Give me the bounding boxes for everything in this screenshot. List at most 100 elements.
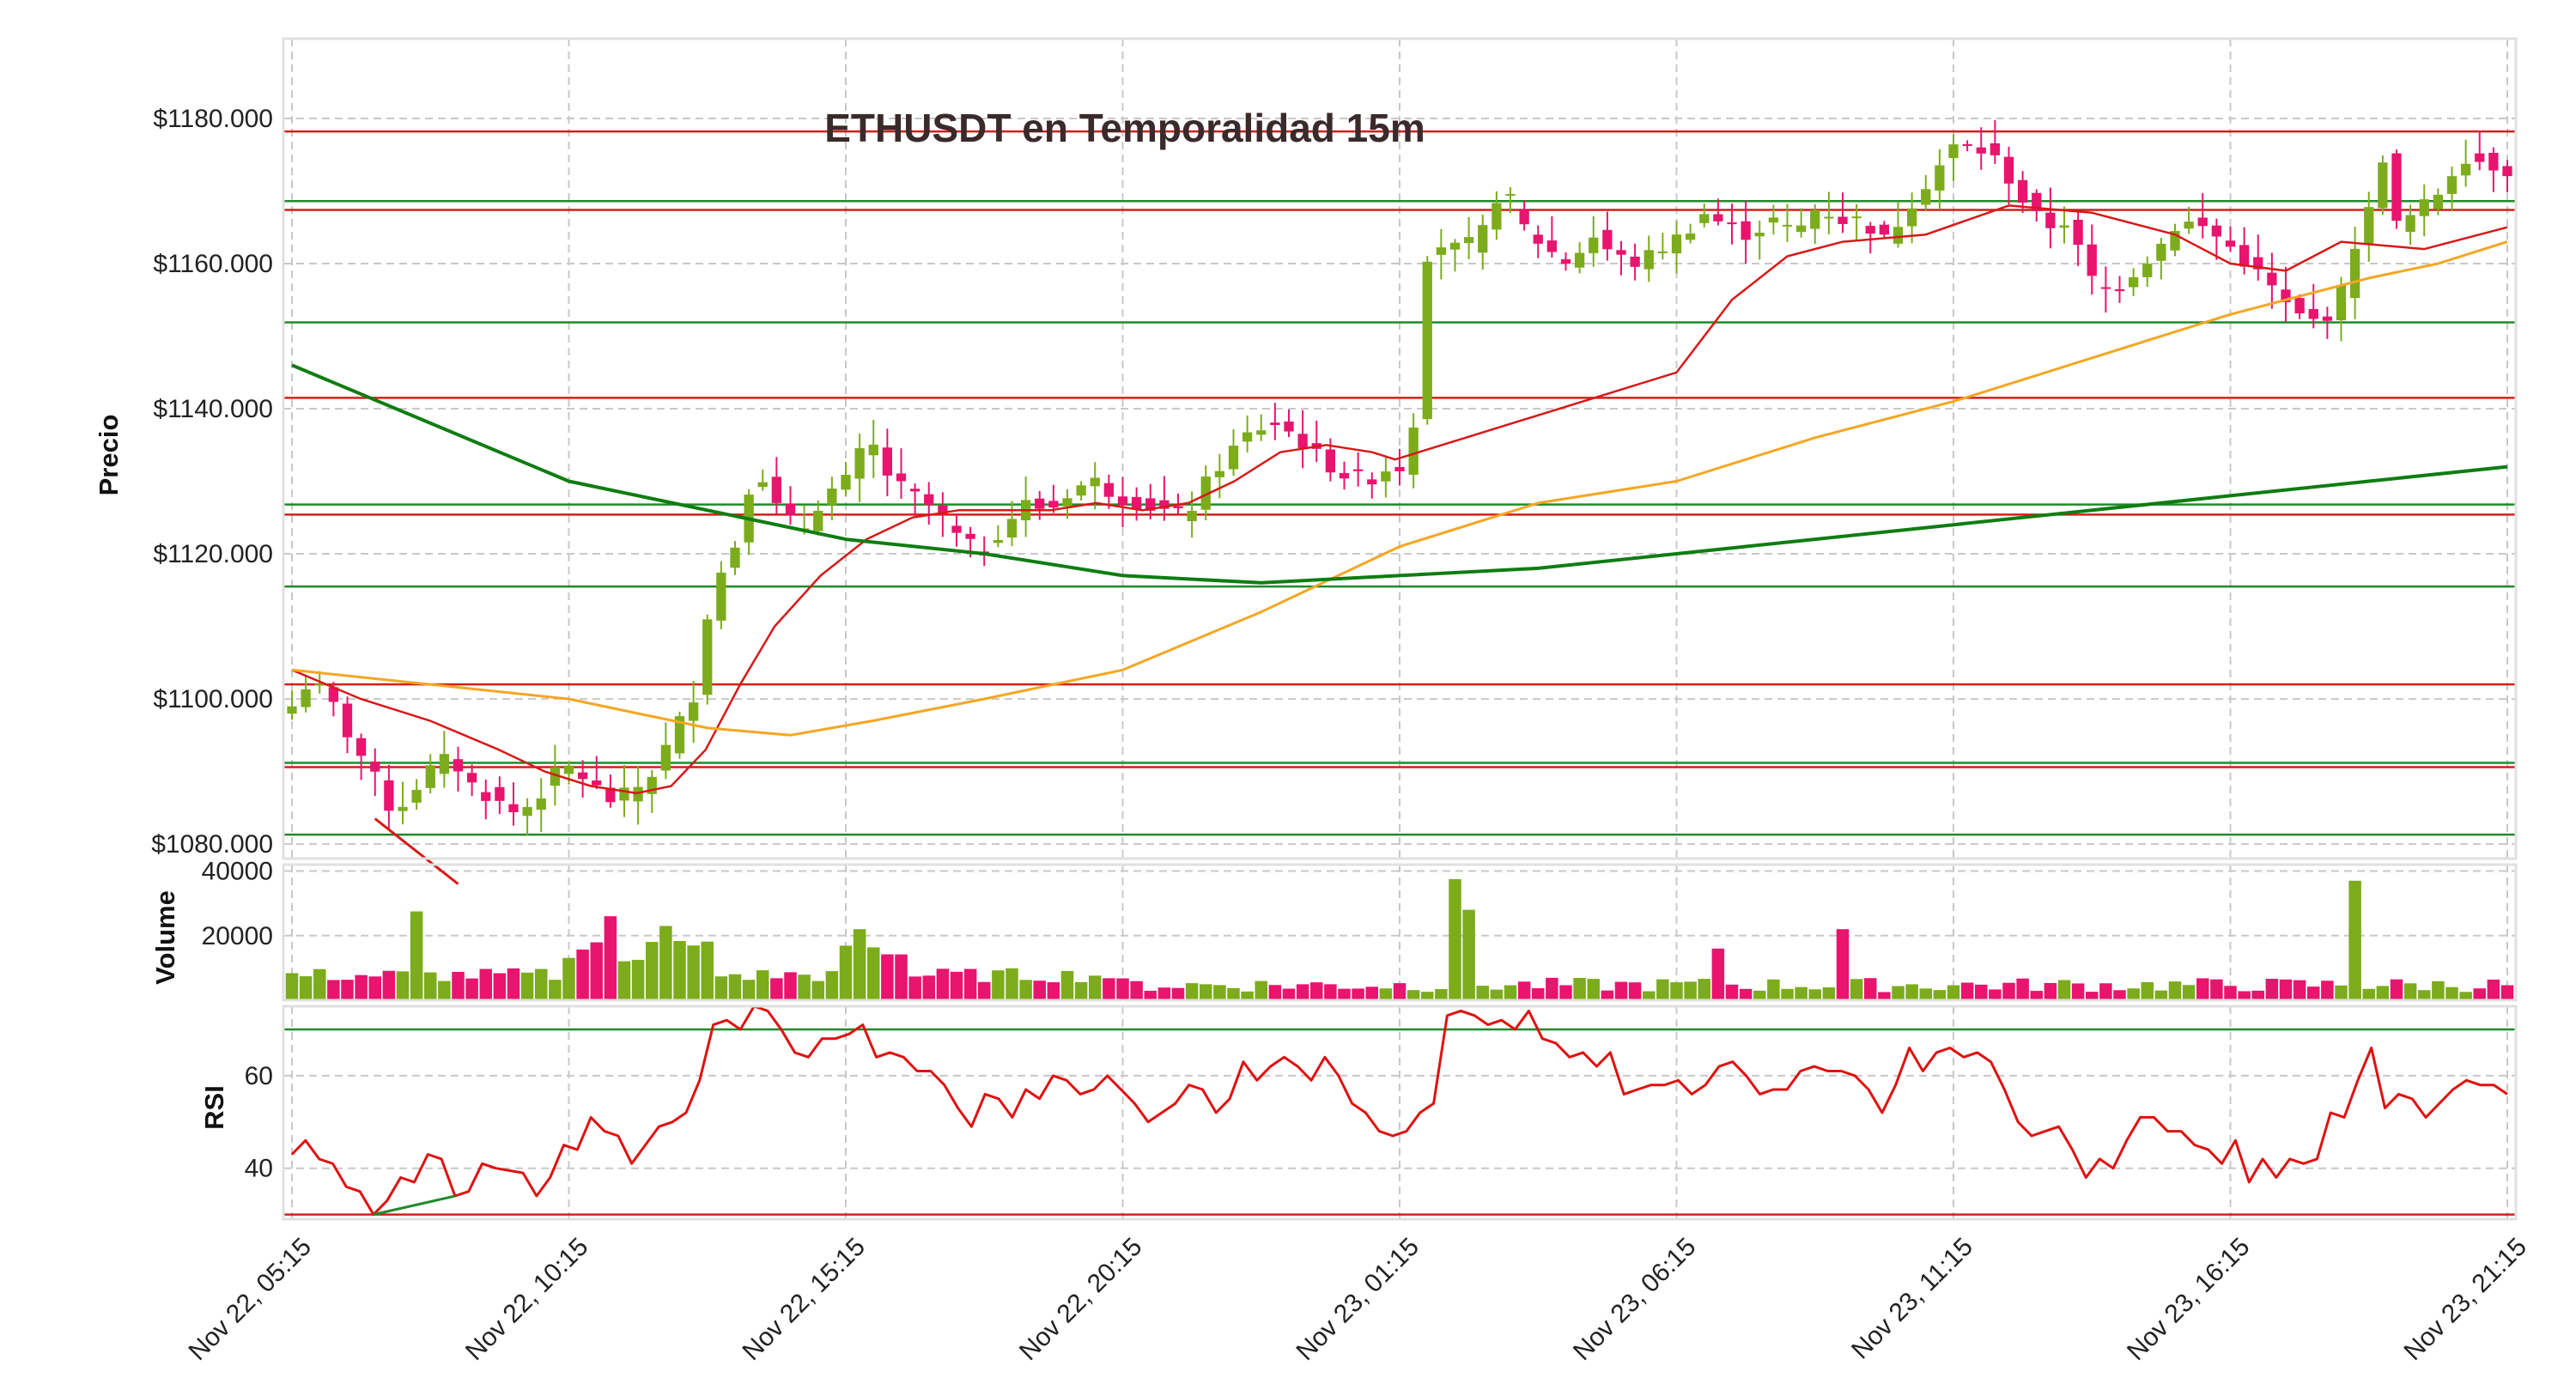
volume-bar — [2293, 980, 2306, 1000]
volume-bar — [2196, 978, 2209, 1000]
volume-bar — [368, 976, 382, 1000]
volume-tick-label: 20000 — [202, 922, 273, 950]
candle-body — [1810, 209, 1820, 229]
candle-body — [2114, 288, 2125, 292]
volume-bar — [2321, 980, 2334, 1000]
volume-bar — [576, 949, 589, 1000]
volume-bar — [1601, 990, 1614, 1000]
candle-body — [495, 786, 505, 801]
volume-bar — [1546, 977, 1558, 1000]
candle-body — [688, 702, 699, 721]
candle-body — [2142, 264, 2153, 277]
price-axis-title: Precio — [94, 415, 124, 496]
candle-body — [342, 703, 353, 738]
candle-body — [1616, 250, 1626, 255]
candle-body — [2184, 222, 2194, 229]
volume-bar — [992, 970, 1005, 1000]
candle-body — [1546, 240, 1558, 252]
candle-body — [2128, 276, 2139, 288]
volume-bar — [1919, 988, 1933, 1000]
candle-body — [1768, 217, 1779, 223]
candle-body — [1478, 225, 1488, 253]
volume-bar — [1255, 980, 1268, 1000]
candle-body — [1270, 422, 1280, 426]
volume-bar — [784, 972, 797, 1000]
candle-body — [868, 444, 878, 456]
volume-bar — [1282, 988, 1296, 1000]
rsi-panel-frame — [282, 1005, 2518, 1221]
volume-bar — [2335, 985, 2348, 1000]
volume-bar — [1033, 980, 1047, 1000]
volume-bar — [423, 972, 437, 1000]
volume-bar — [1199, 984, 1212, 1000]
volume-bar — [1698, 979, 1711, 1000]
volume-bar — [2376, 986, 2390, 1000]
candle-body — [827, 489, 837, 506]
volume-panel-frame — [282, 863, 2518, 1002]
candle-body — [1602, 229, 1613, 250]
volume-bar — [2071, 983, 2085, 1000]
candle-body — [1256, 430, 1267, 435]
volume-bar — [534, 968, 548, 1000]
candle-body — [1339, 472, 1350, 479]
volume-layer — [285, 878, 2514, 1000]
candle-body — [508, 804, 519, 812]
volume-bar — [1684, 981, 1697, 1000]
volume-bar — [714, 976, 728, 1000]
volume-bar — [1365, 986, 1379, 1000]
volume-bar — [1753, 990, 1766, 1000]
volume-bar — [1850, 979, 1863, 1000]
volume-bar — [2500, 985, 2514, 1000]
volume-bar — [1130, 980, 1143, 1000]
volume-bar — [1628, 982, 1642, 1000]
price-tick-label: $1100.000 — [153, 685, 273, 713]
candle-body — [1754, 233, 1765, 237]
candle-body — [841, 474, 851, 490]
candle-body — [1173, 506, 1183, 508]
volume-bar — [562, 957, 575, 1000]
volume-bar — [382, 970, 396, 1000]
candle-body — [1352, 469, 1364, 471]
volume-bar — [1822, 986, 1836, 1000]
candle-body — [1795, 225, 1807, 233]
volume-bar — [299, 976, 313, 1000]
candle-body — [301, 689, 311, 707]
volume-bar — [2168, 981, 2182, 1000]
candle-body — [1921, 189, 1931, 205]
volume-bar — [313, 968, 326, 1000]
candle-body — [522, 806, 532, 816]
candle-body — [660, 744, 671, 771]
volume-bar — [1088, 975, 1102, 1000]
candle-body — [1035, 498, 1045, 509]
candle-body — [2405, 215, 2415, 233]
volume-bar — [1642, 991, 1656, 1000]
candle-body — [592, 780, 602, 786]
candle-body — [2446, 176, 2458, 194]
candle-body — [1962, 143, 1972, 146]
volume-bar — [798, 974, 811, 1000]
candle-body — [1436, 247, 1447, 255]
volume-bar — [452, 971, 465, 1000]
candle-body — [1741, 221, 1751, 240]
volume-bar — [285, 973, 299, 1000]
candle-body — [1103, 483, 1115, 497]
candle-body — [965, 533, 975, 539]
candle-body — [854, 448, 865, 479]
candle-body — [425, 765, 435, 788]
volume-bar — [2348, 880, 2361, 1000]
volume-bar — [1878, 992, 1891, 1000]
volume-bar — [1060, 970, 1074, 1000]
volume-bar — [1892, 986, 1905, 1000]
candle-body — [2349, 248, 2360, 299]
candle-body — [2391, 153, 2402, 222]
volume-bar — [2224, 986, 2237, 1000]
price-tick-label: $1120.000 — [153, 540, 273, 568]
volume-bar — [1116, 978, 1129, 1000]
candle-body — [1297, 434, 1308, 448]
candle-body — [2267, 272, 2277, 286]
candle-body — [314, 683, 325, 686]
volume-bar — [963, 968, 977, 1000]
candle-body — [730, 547, 740, 568]
candle-body — [2211, 225, 2222, 237]
volume-bar — [1379, 988, 1393, 1000]
